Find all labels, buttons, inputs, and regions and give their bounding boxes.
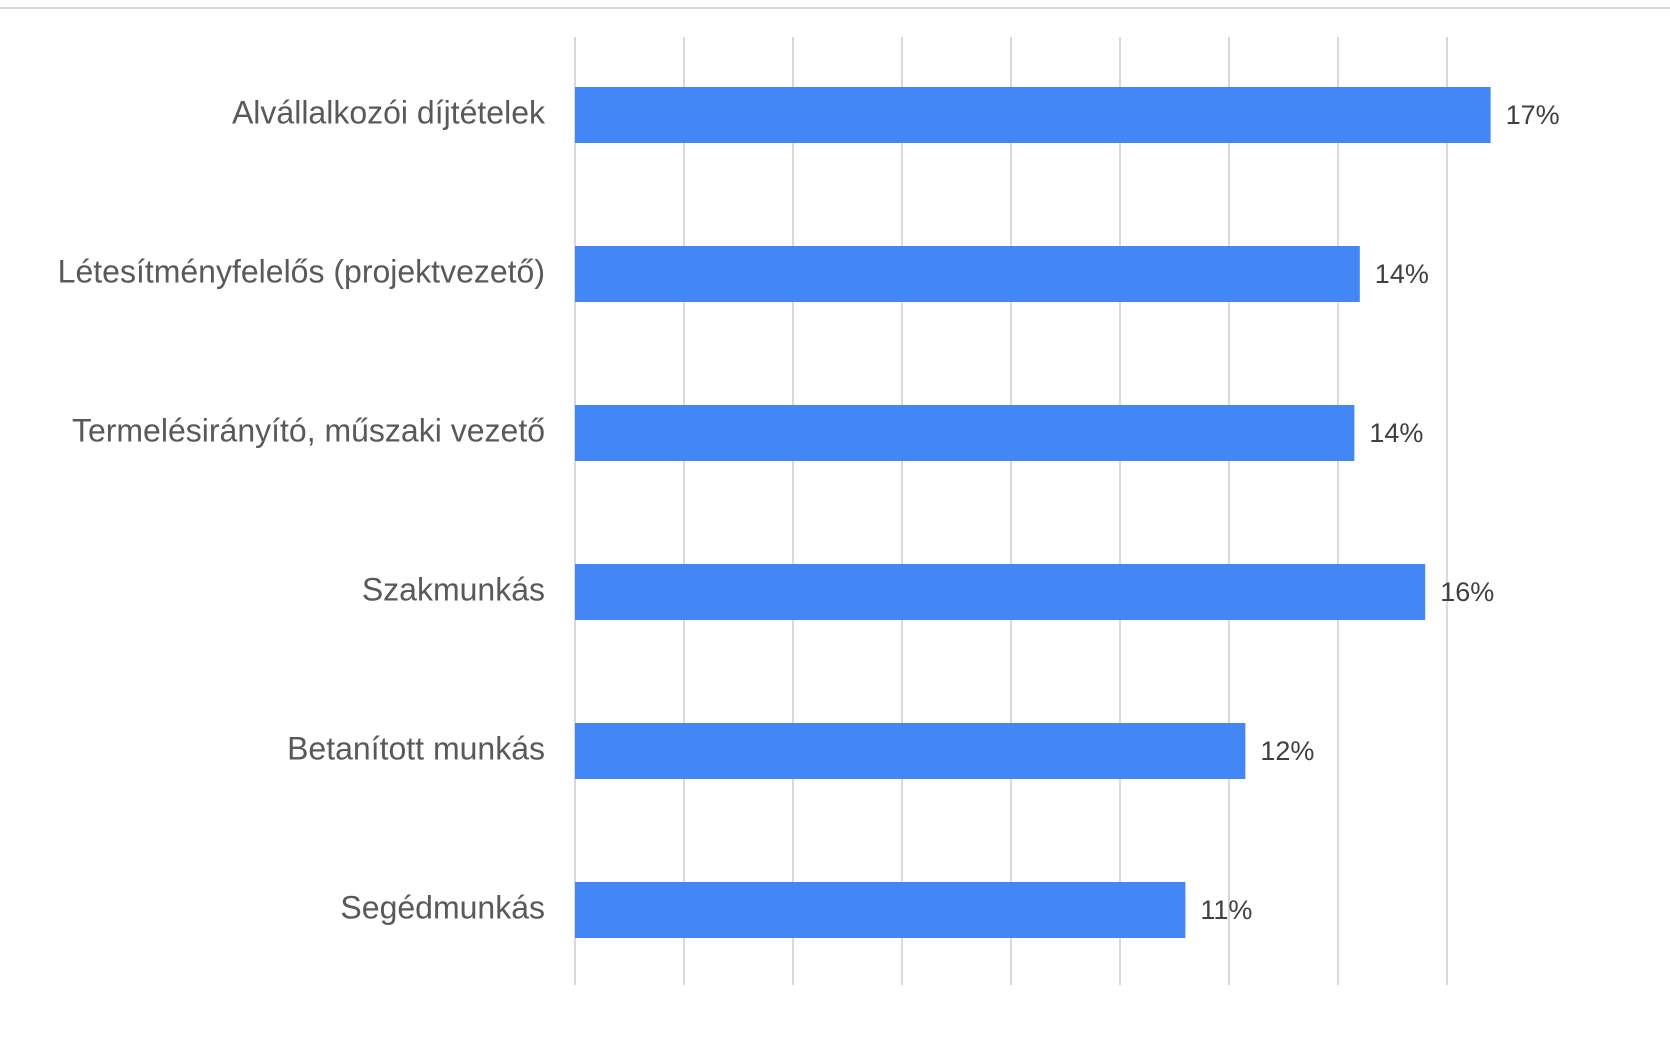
bar — [575, 564, 1426, 620]
bar — [575, 882, 1186, 938]
bar — [575, 246, 1360, 302]
category-label: Segédmunkás — [340, 889, 545, 925]
value-label: 12% — [1260, 736, 1314, 766]
value-label: 16% — [1440, 577, 1494, 607]
value-label: 14% — [1369, 418, 1423, 448]
value-label: 14% — [1375, 259, 1429, 289]
category-label: Termelésirányító, műszaki vezető — [72, 412, 545, 448]
bar — [575, 87, 1491, 143]
value-label: 17% — [1506, 100, 1560, 130]
value-label: 11% — [1200, 895, 1252, 925]
category-label: Szakmunkás — [362, 571, 545, 607]
category-label: Alvállalkozói díjtételek — [232, 94, 546, 130]
bar — [575, 405, 1355, 461]
bar — [575, 723, 1246, 779]
category-label: Betanított munkás — [287, 730, 545, 766]
category-label: Létesítményfelelős (projektvezető) — [58, 253, 545, 289]
